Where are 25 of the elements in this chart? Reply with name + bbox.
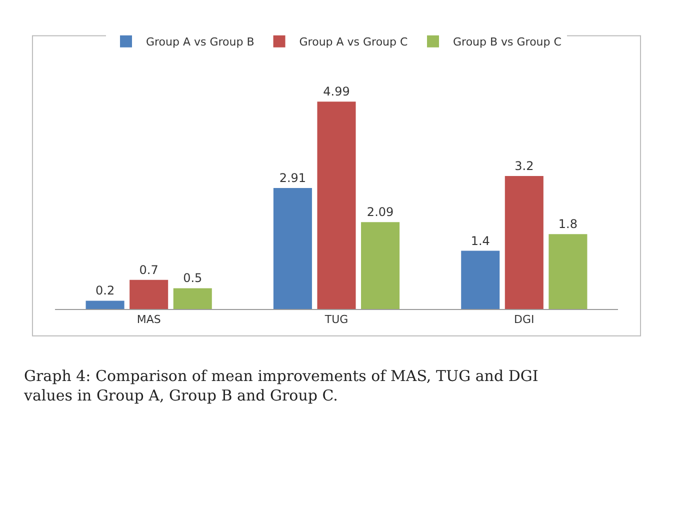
bar xyxy=(548,234,588,309)
bar xyxy=(273,188,312,309)
caption: Graph 4: Comparison of mean improvements of MAS, TUG and DGI values in Group A, Group B and Group C. xyxy=(23,367,538,404)
legend-label: Group B vs Group C xyxy=(453,36,562,49)
data-label: 2.91 xyxy=(279,171,306,186)
legend-label: Group A vs Group C xyxy=(299,36,408,49)
bar xyxy=(504,176,544,309)
data-label: 1.8 xyxy=(558,217,578,232)
data-label: 2.09 xyxy=(366,205,394,220)
legend-label: Group A vs Group B xyxy=(146,36,254,49)
bar xyxy=(86,300,124,309)
x-tick-label: DGI xyxy=(514,313,534,326)
bar xyxy=(361,222,400,309)
x-tick-label: TUG xyxy=(324,313,348,326)
bar xyxy=(317,102,356,309)
data-label: 1.4 xyxy=(470,234,490,248)
bar xyxy=(173,288,212,309)
data-label: 0.2 xyxy=(96,284,115,298)
data-label: 4.99 xyxy=(323,84,350,99)
data-label: 0.5 xyxy=(183,271,202,286)
x-tick-label: MAS xyxy=(136,313,161,326)
data-label: 0.7 xyxy=(139,262,158,277)
bar xyxy=(130,280,168,309)
data-label: 3.2 xyxy=(514,158,534,173)
bar xyxy=(461,250,500,309)
